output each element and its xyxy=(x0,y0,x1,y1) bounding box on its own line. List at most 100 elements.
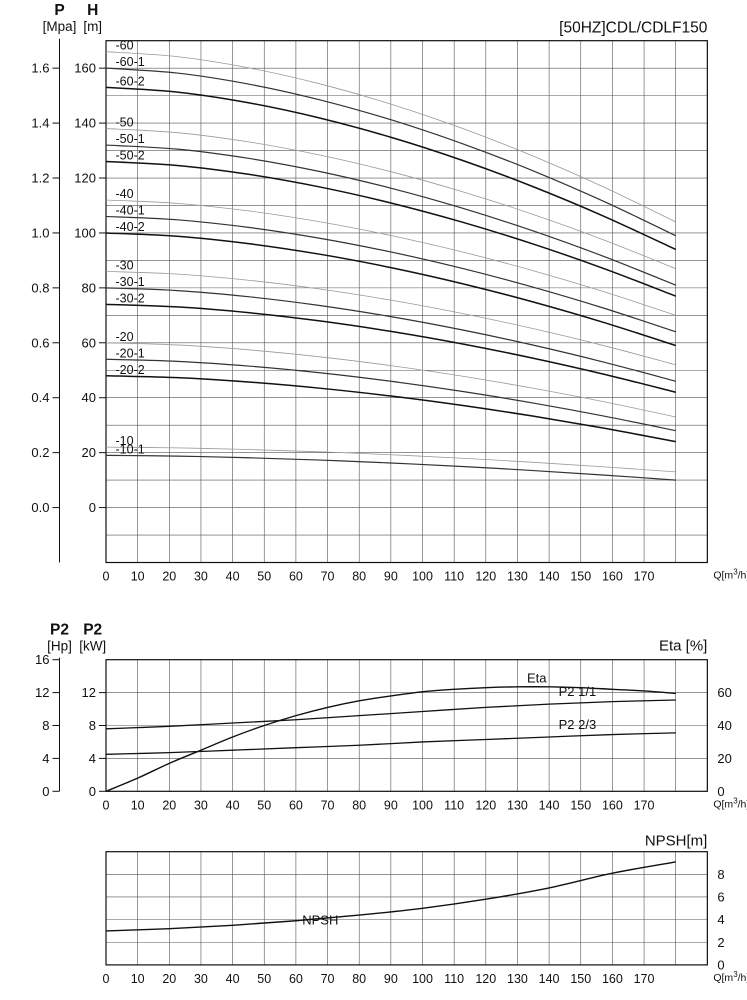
svg-text:P: P xyxy=(54,2,64,19)
svg-text:4: 4 xyxy=(89,751,96,766)
svg-text:80: 80 xyxy=(352,570,366,584)
svg-text:12: 12 xyxy=(35,685,49,700)
svg-text:12: 12 xyxy=(82,685,96,700)
svg-text:4: 4 xyxy=(717,912,724,927)
svg-text:Q[m3/h]: Q[m3/h] xyxy=(713,796,747,811)
svg-text:30: 30 xyxy=(194,570,208,584)
svg-text:-60: -60 xyxy=(116,39,134,53)
svg-text:140: 140 xyxy=(74,116,96,131)
svg-text:90: 90 xyxy=(384,798,398,812)
svg-text:170: 170 xyxy=(634,798,655,812)
svg-text:-20-1: -20-1 xyxy=(116,346,145,360)
svg-text:110: 110 xyxy=(444,570,464,584)
svg-text:60: 60 xyxy=(717,685,731,700)
svg-text:0.2: 0.2 xyxy=(31,445,49,460)
svg-text:0.0: 0.0 xyxy=(31,500,49,515)
svg-text:-30-2: -30-2 xyxy=(116,291,145,305)
svg-text:Q[m3/h]: Q[m3/h] xyxy=(713,969,747,984)
svg-text:10: 10 xyxy=(131,570,145,584)
svg-text:20: 20 xyxy=(162,972,176,986)
svg-text:110: 110 xyxy=(444,972,464,986)
svg-text:0: 0 xyxy=(103,798,110,812)
svg-text:[kW]: [kW] xyxy=(79,639,106,654)
svg-text:70: 70 xyxy=(321,798,335,812)
svg-text:-50-1: -50-1 xyxy=(116,132,145,146)
svg-text:40: 40 xyxy=(226,570,240,584)
svg-text:1.4: 1.4 xyxy=(31,116,49,131)
svg-text:-50-2: -50-2 xyxy=(116,149,145,163)
svg-text:40: 40 xyxy=(226,798,240,812)
svg-text:90: 90 xyxy=(384,570,398,584)
svg-text:20: 20 xyxy=(82,445,96,460)
svg-text:-60-2: -60-2 xyxy=(116,74,145,88)
svg-text:140: 140 xyxy=(539,798,560,812)
svg-text:30: 30 xyxy=(194,972,208,986)
svg-text:-40-2: -40-2 xyxy=(116,220,145,234)
svg-text:20: 20 xyxy=(162,570,176,584)
svg-text:70: 70 xyxy=(321,570,335,584)
svg-text:P2: P2 xyxy=(83,622,102,639)
svg-text:100: 100 xyxy=(412,798,433,812)
svg-text:[m]: [m] xyxy=(83,19,102,34)
svg-text:0: 0 xyxy=(717,957,724,972)
svg-text:30: 30 xyxy=(194,798,208,812)
svg-text:P2 2/3: P2 2/3 xyxy=(559,717,597,732)
svg-text:1.0: 1.0 xyxy=(31,225,49,240)
svg-text:0.4: 0.4 xyxy=(31,390,49,405)
svg-text:120: 120 xyxy=(475,972,496,986)
svg-text:20: 20 xyxy=(162,798,176,812)
svg-text:170: 170 xyxy=(634,972,655,986)
svg-text:Q[m3/h]: Q[m3/h] xyxy=(713,567,747,582)
svg-text:Eta: Eta xyxy=(527,671,547,686)
svg-text:Eta [%]: Eta [%] xyxy=(659,638,707,655)
svg-text:P2: P2 xyxy=(50,622,69,639)
svg-text:60: 60 xyxy=(289,972,303,986)
svg-text:50: 50 xyxy=(257,798,271,812)
svg-text:0: 0 xyxy=(89,784,96,799)
svg-text:-10-1: -10-1 xyxy=(116,442,145,456)
svg-text:40: 40 xyxy=(717,718,731,733)
svg-text:160: 160 xyxy=(602,798,623,812)
svg-text:60: 60 xyxy=(289,798,303,812)
svg-text:-40-1: -40-1 xyxy=(116,203,145,217)
svg-text:160: 160 xyxy=(602,972,623,986)
svg-text:[50HZ]CDL/CDLF150: [50HZ]CDL/CDLF150 xyxy=(559,20,708,37)
svg-text:0: 0 xyxy=(103,570,110,584)
svg-text:-30: -30 xyxy=(116,258,134,272)
svg-text:6: 6 xyxy=(717,889,724,904)
svg-text:8: 8 xyxy=(89,718,96,733)
svg-text:60: 60 xyxy=(82,335,96,350)
svg-text:160: 160 xyxy=(74,61,96,76)
svg-text:120: 120 xyxy=(74,171,96,186)
svg-text:170: 170 xyxy=(634,570,655,584)
svg-text:20: 20 xyxy=(717,751,731,766)
svg-text:4: 4 xyxy=(42,751,49,766)
svg-text:150: 150 xyxy=(570,798,591,812)
svg-text:150: 150 xyxy=(570,570,591,584)
svg-text:0: 0 xyxy=(42,784,49,799)
svg-text:0: 0 xyxy=(89,500,96,515)
svg-text:40: 40 xyxy=(82,390,96,405)
svg-text:0.8: 0.8 xyxy=(31,280,49,295)
svg-text:80: 80 xyxy=(352,972,366,986)
svg-text:120: 120 xyxy=(475,570,496,584)
svg-text:80: 80 xyxy=(82,280,96,295)
svg-text:120: 120 xyxy=(475,798,496,812)
svg-text:10: 10 xyxy=(131,798,145,812)
svg-text:8: 8 xyxy=(717,867,724,882)
svg-text:130: 130 xyxy=(507,798,528,812)
svg-text:-60-1: -60-1 xyxy=(116,55,145,69)
svg-text:140: 140 xyxy=(539,570,560,584)
svg-text:2: 2 xyxy=(717,935,724,950)
svg-text:160: 160 xyxy=(602,570,623,584)
svg-text:140: 140 xyxy=(539,972,560,986)
svg-text:90: 90 xyxy=(384,972,398,986)
svg-text:-30-1: -30-1 xyxy=(116,275,145,289)
svg-text:0: 0 xyxy=(717,784,724,799)
svg-text:-20-2: -20-2 xyxy=(116,363,145,377)
svg-text:70: 70 xyxy=(321,972,335,986)
svg-text:1.6: 1.6 xyxy=(31,61,49,76)
svg-text:H: H xyxy=(87,2,98,19)
svg-text:130: 130 xyxy=(507,972,528,986)
svg-text:0.6: 0.6 xyxy=(31,335,49,350)
